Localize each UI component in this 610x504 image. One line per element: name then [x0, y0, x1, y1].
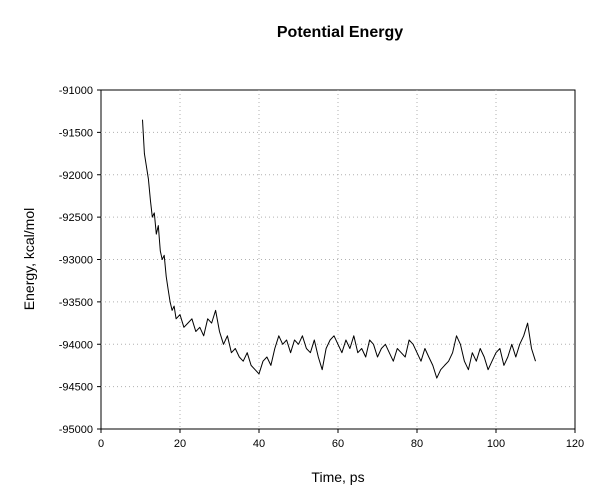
x-tick-label: 20 — [174, 438, 186, 450]
series-layer — [142, 119, 536, 379]
x-tick-label: 100 — [487, 438, 505, 450]
y-tick-label: -94000 — [59, 339, 93, 351]
y-tick-label: -93500 — [59, 297, 93, 309]
y-axis-ticks: -91000 -91500 -92000 -92500 -93000 -93500 -940… — [59, 85, 101, 436]
chart-title: Potential Energy — [277, 24, 403, 41]
x-axis-ticks: 0 20 40 60 80 100 120 — [98, 429, 584, 450]
x-tick-label: 40 — [253, 438, 265, 450]
y-tick-label: -92500 — [59, 212, 93, 224]
x-axis-label: Time, ps — [311, 469, 364, 485]
y-tick-label: -91000 — [59, 85, 93, 97]
x-tick-label: 0 — [98, 438, 104, 450]
x-tick-label: 80 — [411, 438, 423, 450]
y-axis-label: Energy, kcal/mol — [21, 208, 37, 310]
y-tick-label: -94500 — [59, 382, 93, 394]
y-tick-label: -95000 — [59, 424, 93, 436]
plot-area: 0 20 40 60 80 100 120 -91000 -91500 -92000 -92500… — [59, 85, 584, 450]
x-tick-label: 120 — [566, 438, 584, 450]
x-tick-label: 60 — [332, 438, 344, 450]
y-tick-label: -92000 — [59, 170, 93, 182]
series-line-0 — [142, 119, 536, 379]
y-tick-label: -91500 — [59, 127, 93, 139]
y-tick-label: -93000 — [59, 255, 93, 267]
